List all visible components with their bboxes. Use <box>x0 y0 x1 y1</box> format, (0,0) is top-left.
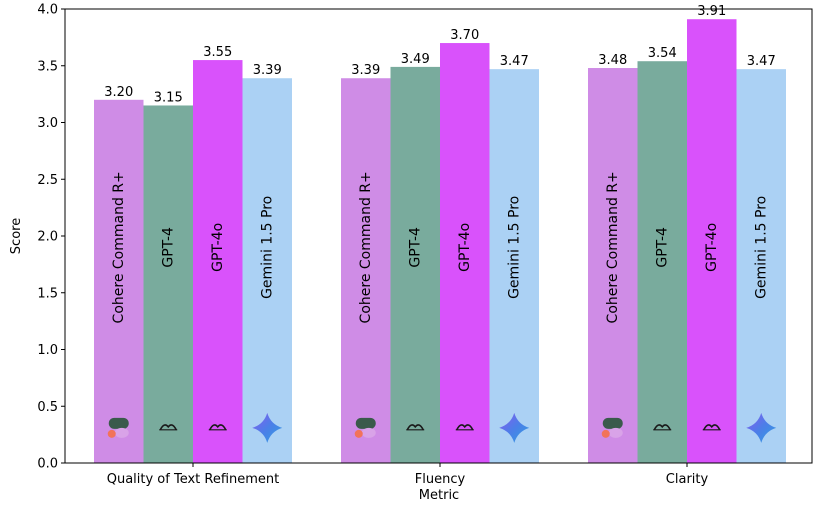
data-label: 3.39 <box>351 63 380 78</box>
y-tick-label: 1.0 <box>37 343 58 358</box>
data-label: 3.70 <box>450 28 479 43</box>
series-name-label: GPT-4 <box>654 227 670 268</box>
data-label: 3.91 <box>697 4 726 19</box>
y-tick-label: 1.5 <box>37 286 58 301</box>
y-tick-label: 3.5 <box>37 59 58 74</box>
bar <box>687 19 737 464</box>
y-tick-label: 0.0 <box>37 457 58 472</box>
bar <box>193 60 243 463</box>
openai-logo-icon <box>406 424 425 431</box>
bar <box>637 61 687 464</box>
series-name-label: GPT-4 <box>160 227 176 268</box>
y-tick-label: 2.5 <box>37 173 58 188</box>
series-name-label: GPT-4 <box>407 227 423 268</box>
openai-logo-icon <box>208 424 227 431</box>
bar <box>143 105 193 463</box>
y-tick-label: 0.5 <box>37 400 58 415</box>
bar <box>489 69 539 463</box>
x-tick-label: Quality of Text Refinement <box>107 472 280 487</box>
openai-logo-icon <box>159 424 178 431</box>
x-tick-label: Fluency <box>415 472 466 487</box>
bar <box>341 78 391 464</box>
data-label: 3.39 <box>253 63 282 78</box>
cohere-logo-icon <box>601 417 623 438</box>
series-name-label: Gemini 1.5 Pro <box>753 196 769 299</box>
series-name-label: Gemini 1.5 Pro <box>506 196 522 299</box>
gemini-sparkle-icon <box>252 412 283 443</box>
data-label: 3.48 <box>598 53 627 68</box>
data-label: 3.55 <box>203 45 232 60</box>
openai-logo-icon <box>653 424 672 431</box>
data-label: 3.20 <box>104 85 133 100</box>
x-axis-label: Metric <box>419 488 459 503</box>
bar <box>390 66 440 463</box>
series-name-label: GPT-4o <box>457 223 473 272</box>
series-name-label: GPT-4o <box>210 223 226 272</box>
x-tick-label: Clarity <box>666 472 709 487</box>
data-label: 3.47 <box>747 54 776 69</box>
cohere-logo-icon <box>354 417 376 438</box>
bar <box>736 69 786 463</box>
openai-logo-icon <box>455 424 474 431</box>
data-label: 3.15 <box>154 90 183 105</box>
series-name-label: Cohere Command R+ <box>605 171 621 323</box>
series-name-label: Gemini 1.5 Pro <box>259 196 275 299</box>
data-label: 3.47 <box>500 54 529 69</box>
gemini-sparkle-icon <box>499 412 530 443</box>
y-tick-label: 3.0 <box>37 116 58 131</box>
data-label: 3.54 <box>648 46 677 61</box>
bar <box>94 99 144 464</box>
data-label: 3.49 <box>401 52 430 67</box>
openai-logo-icon <box>702 424 721 431</box>
series-name-label: Cohere Command R+ <box>358 171 374 323</box>
series-name-label: GPT-4o <box>704 223 720 272</box>
bar <box>588 68 638 464</box>
y-tick-label: 4.0 <box>37 3 58 18</box>
cohere-logo-icon <box>107 417 129 438</box>
y-axis-label: Score <box>9 218 24 254</box>
bar <box>242 78 292 464</box>
y-tick-label: 2.0 <box>37 230 58 245</box>
gemini-sparkle-icon <box>746 412 777 443</box>
bar <box>440 43 490 464</box>
series-name-label: Cohere Command R+ <box>111 171 127 323</box>
